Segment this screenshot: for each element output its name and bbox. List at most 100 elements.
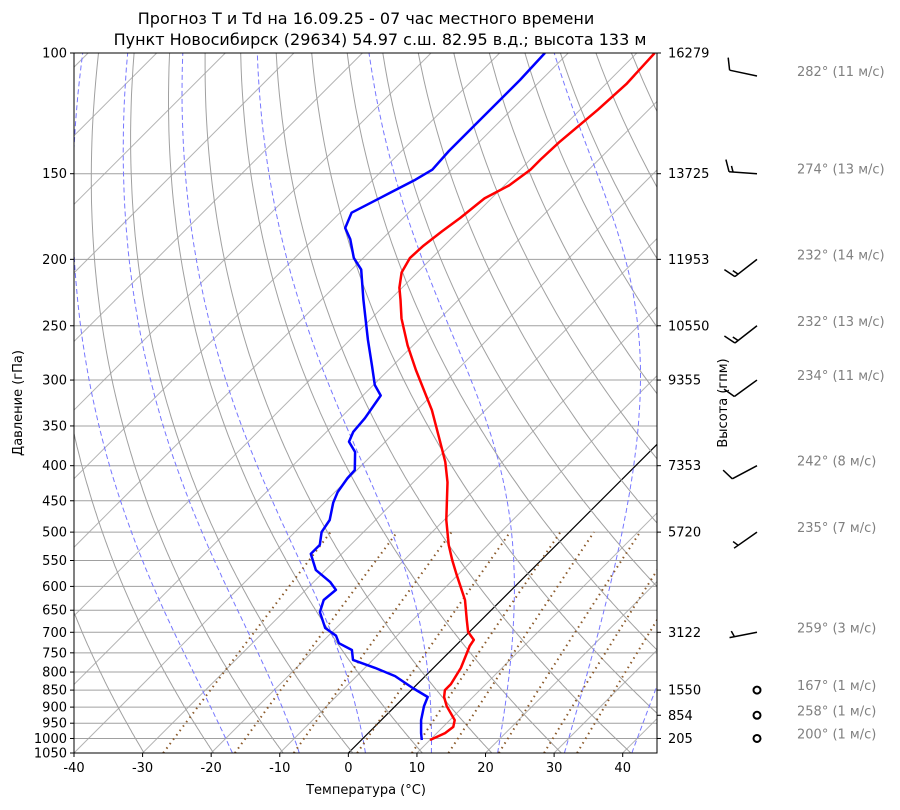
dry-adiabat-line — [489, 53, 900, 753]
x-tick-label: 20 — [477, 761, 494, 776]
mixing-ratio-line — [294, 532, 452, 753]
isotherm-line — [5, 53, 705, 753]
y-axis-label: Давление (гПа) — [11, 350, 26, 456]
y-tick-label: 450 — [42, 494, 67, 509]
dry-adiabat-line — [131, 53, 353, 753]
y-tick-label: 600 — [42, 580, 67, 595]
dry-adiabat-line — [631, 53, 900, 753]
x-tick-label: -20 — [201, 761, 222, 776]
y-tick-label: 100 — [42, 47, 67, 62]
mixing-ratio-line — [544, 532, 681, 753]
wind-barb-full — [726, 160, 729, 172]
y-tick-label: 500 — [42, 526, 67, 541]
dry-adiabat-line — [454, 53, 900, 753]
wind-barb — [723, 466, 757, 479]
wind-barb — [726, 160, 757, 174]
y-tick-label: 350 — [42, 419, 67, 434]
isotherm-line — [211, 53, 900, 753]
y-tick-label: 900 — [42, 701, 67, 716]
mixing-ratio-line — [163, 532, 330, 753]
moist-adiabat-line — [554, 53, 640, 753]
isotherm-line — [417, 53, 900, 753]
y-tick-label: 650 — [42, 604, 67, 619]
wind-label: 259° (3 м/с) — [797, 621, 876, 636]
dry-adiabat-line — [738, 53, 900, 753]
mixing-ratio-line — [499, 532, 640, 753]
wind-label: 232° (13 м/с) — [797, 315, 885, 330]
height-tick-label: 205 — [668, 732, 693, 747]
isotherm-line — [486, 53, 900, 753]
height-tick-label: 16279 — [668, 47, 709, 62]
wind-barb-staff — [734, 532, 757, 548]
y-tick-label: 400 — [42, 459, 67, 474]
calm-wind-circle — [754, 735, 761, 742]
y-tick-label: 750 — [42, 646, 67, 661]
height-tick-label: 10550 — [668, 319, 709, 334]
y-tick-label: 300 — [42, 374, 67, 389]
x-tick-label: 10 — [409, 761, 426, 776]
wind-barbs: 282° (11 м/с)274° (13 м/с)232° (14 м/с)2… — [723, 58, 884, 743]
wind-barb-half — [733, 542, 738, 546]
dry-adiabat-line — [809, 53, 900, 753]
y-tick-label: 250 — [42, 319, 67, 334]
wind-barb — [730, 631, 757, 637]
isotherm-line — [0, 53, 225, 753]
zero-isotherm-line — [348, 53, 900, 753]
wind-label: 235° (7 м/с) — [797, 521, 876, 536]
dry-adiabat-line — [703, 53, 900, 753]
wind-barb-staff — [732, 466, 757, 479]
dry-adiabat-line — [596, 53, 900, 753]
x-tick-label: -40 — [63, 761, 84, 776]
y-tick-label: 1000 — [34, 732, 67, 747]
height-tick-label: 7353 — [668, 459, 701, 474]
height-tick-label: 854 — [668, 709, 693, 724]
y-tick-label: 150 — [42, 167, 67, 182]
dry-adiabat-line — [774, 53, 900, 753]
wind-barb — [754, 712, 761, 719]
x-tick-label: -10 — [269, 761, 290, 776]
x-tick-label: 0 — [344, 761, 352, 776]
calm-wind-circle — [754, 712, 761, 719]
wind-barb-staff — [730, 70, 757, 76]
dry-adiabat-line — [312, 53, 701, 753]
dry-adiabat-line — [383, 53, 840, 753]
calm-wind-circle — [754, 687, 761, 694]
wind-barb-half — [733, 337, 738, 340]
wind-label: 234° (11 м/с) — [797, 369, 885, 384]
wind-barb-half — [731, 631, 734, 637]
height-tick-label: 9355 — [668, 374, 701, 389]
chart-title-line-2: Пункт Новосибирск (29634) 54.97 с.ш. 82.… — [114, 30, 647, 49]
y-tick-label: 950 — [42, 717, 67, 732]
height-tick-label: 5720 — [668, 526, 701, 541]
wind-barb-half — [731, 166, 733, 172]
wind-barb — [733, 532, 757, 548]
wind-label: 200° (1 м/с) — [797, 727, 876, 742]
wind-label: 258° (1 м/с) — [797, 704, 876, 719]
wind-barb-staff — [735, 326, 757, 343]
mixing-ratio-line — [412, 532, 561, 753]
isotherm-line — [74, 53, 774, 753]
wind-barb-half — [733, 271, 738, 274]
dry-adiabat-line — [667, 53, 900, 753]
wind-barb — [724, 259, 757, 276]
x-tick-label: 30 — [546, 761, 563, 776]
dry-adiabat-line — [845, 53, 900, 753]
dewpoint-line — [311, 53, 545, 740]
wind-label: 167° (1 м/с) — [797, 679, 876, 694]
wind-label: 274° (13 м/с) — [797, 163, 885, 178]
y-tick-label: 700 — [42, 626, 67, 641]
moist-adiabat-line — [632, 53, 844, 753]
x-axis-label: Температура (°C) — [305, 783, 426, 798]
background-lines — [0, 53, 900, 753]
chart-title-line-1: Прогноз T и Td на 16.09.25 - 07 час мест… — [138, 9, 594, 28]
wind-label: 232° (14 м/с) — [797, 248, 885, 263]
wind-barb — [724, 326, 757, 343]
dry-adiabat-line — [880, 53, 900, 753]
wind-barb — [754, 735, 761, 742]
wind-barb-full — [728, 58, 729, 71]
isotherm-line — [143, 53, 843, 753]
dry-adiabat-line — [347, 53, 770, 753]
wind-barb-staff — [729, 172, 757, 174]
wind-barb-staff — [734, 380, 757, 396]
